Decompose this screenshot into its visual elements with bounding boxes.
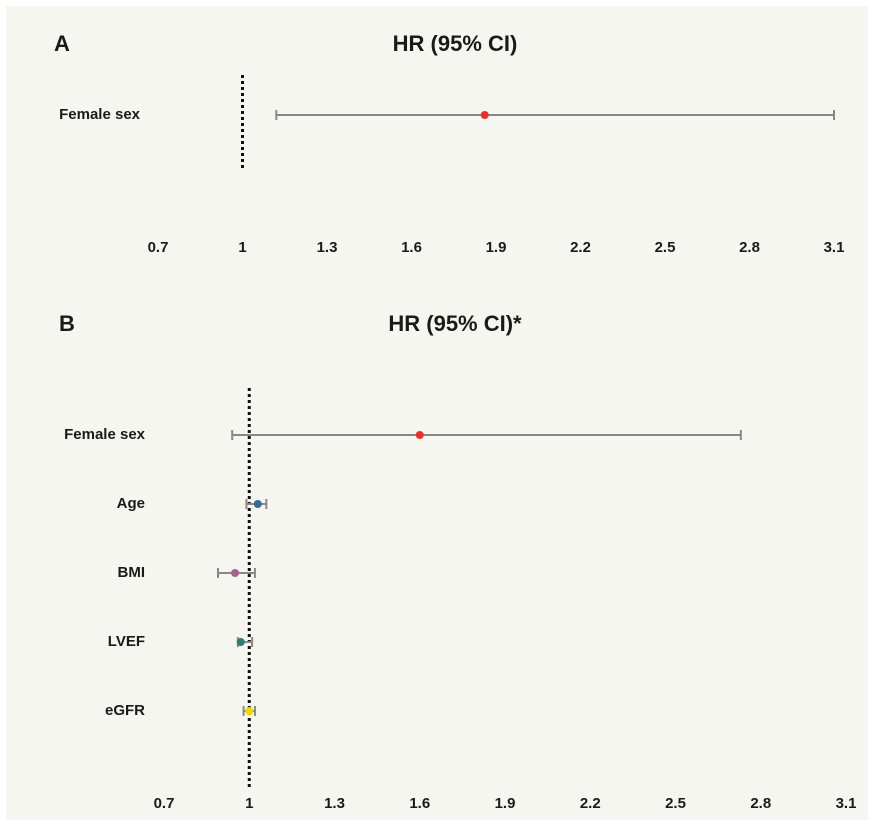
x-tick-label: 1.6 <box>401 239 422 256</box>
point-estimate <box>480 111 489 119</box>
chart-title: HR (95% CI)* <box>388 311 522 336</box>
x-tick-label: 3.1 <box>836 795 857 812</box>
x-tick-label: 1.3 <box>317 239 338 256</box>
x-tick-label: 2.2 <box>570 239 591 256</box>
x-tick-label: 0.7 <box>148 239 169 256</box>
point-estimate <box>245 707 254 715</box>
point-estimate <box>253 500 262 508</box>
x-tick-label: 2.2 <box>580 795 601 812</box>
x-tick-label: 1.6 <box>409 795 430 812</box>
row-label: Female sex <box>64 426 146 443</box>
x-tick-label: 2.8 <box>739 239 760 256</box>
x-tick-label: 1 <box>245 795 253 812</box>
row-label: eGFR <box>105 702 145 719</box>
x-tick-label: 1.3 <box>324 795 345 812</box>
panel-letter: B <box>59 311 75 336</box>
x-tick-label: 2.5 <box>655 239 676 256</box>
x-tick-label: 1.9 <box>486 239 507 256</box>
x-tick-label: 0.7 <box>154 795 175 812</box>
x-tick-label: 2.8 <box>750 795 771 812</box>
row-label: Age <box>117 495 145 512</box>
x-tick-label: 2.5 <box>665 795 686 812</box>
row-label: Female sex <box>59 106 141 123</box>
x-tick-label: 1.9 <box>495 795 516 812</box>
panel-letter: A <box>54 31 70 56</box>
point-estimate <box>236 638 245 646</box>
background <box>6 6 868 820</box>
x-tick-label: 1 <box>238 239 246 256</box>
chart-title: HR (95% CI) <box>393 31 518 56</box>
row-label: BMI <box>118 564 146 581</box>
x-tick-label: 3.1 <box>824 239 845 256</box>
point-estimate <box>415 431 424 439</box>
point-estimate <box>231 569 240 577</box>
row-label: LVEF <box>108 633 145 650</box>
